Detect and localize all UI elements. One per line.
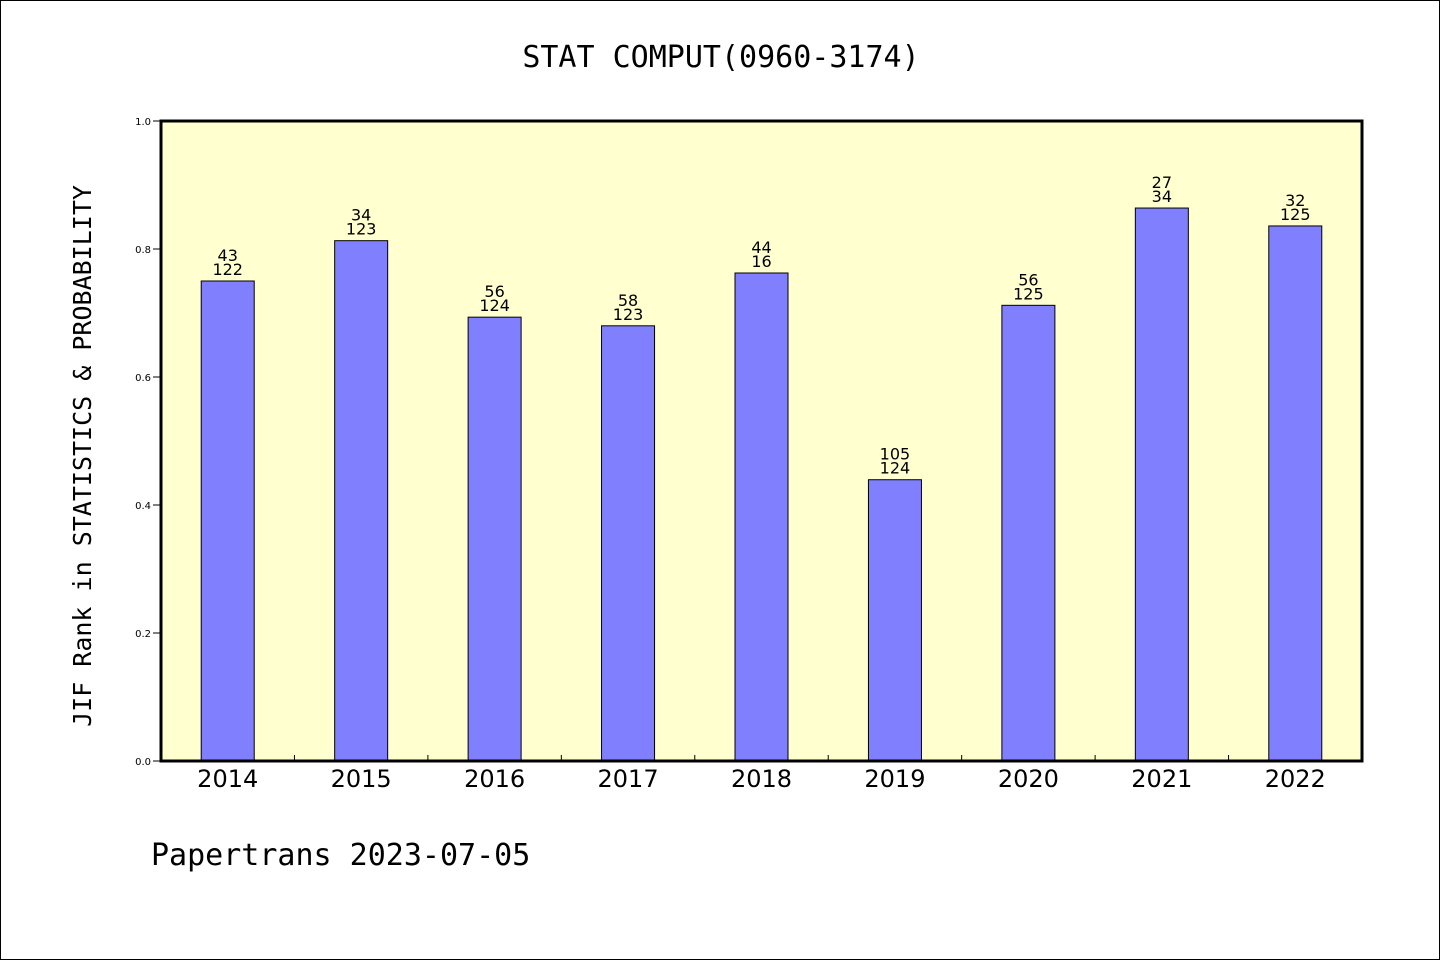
bar-rank-label: 56 (1018, 270, 1038, 289)
x-axis: 2014 2015 2016 2017 2018 2019 2020 2021 2022 (197, 755, 1326, 793)
x-tick-label: 2019 (864, 765, 925, 793)
bar-total-label: 122 (212, 260, 243, 279)
y-tick-label: 0.8 (135, 245, 151, 256)
bar-rank-label: 44 (751, 238, 771, 257)
bar-2019 (867, 479, 922, 762)
y-tick-label: 0.0 (135, 757, 151, 768)
bar-rank-label: 32 (1285, 191, 1305, 210)
bar-rank-label: 27 (1152, 173, 1172, 192)
bar-rank-label: 34 (351, 206, 371, 225)
y-tick-label: 0.2 (135, 629, 151, 640)
bar-2016 (467, 316, 522, 762)
bar-total-label: 125 (1280, 205, 1311, 224)
x-tick-label: 2015 (331, 765, 392, 793)
bar-rank-label: 56 (484, 282, 504, 301)
bar-total-label: 124 (880, 459, 911, 478)
x-tick-label: 2018 (731, 765, 792, 793)
bar-2020 (1001, 304, 1056, 762)
chart-title: STAT COMPUT(0960-3174) (522, 40, 919, 75)
bar-rank-label: 43 (218, 246, 238, 265)
bar-total-label: 124 (479, 296, 510, 315)
bar-total-label: 16 (751, 252, 771, 271)
footer-text: Papertrans 2023-07-05 (151, 838, 530, 873)
x-tick-label: 2016 (464, 765, 525, 793)
x-tick-label: 2021 (1131, 765, 1192, 793)
x-tick-label: 2022 (1265, 765, 1326, 793)
y-tick-label: 1.0 (135, 117, 151, 128)
bar-2017 (601, 325, 656, 762)
bar-2021 (1134, 207, 1189, 762)
bar-total-label: 34 (1152, 187, 1172, 206)
bar-2022 (1268, 225, 1323, 762)
plot-border (159, 119, 1364, 763)
bar-2015 (334, 240, 389, 762)
x-tick-label: 2020 (998, 765, 1059, 793)
bar-total-label: 123 (346, 220, 377, 239)
bar-total-label: 125 (1013, 284, 1044, 303)
bar-rank-label: 105 (880, 445, 911, 464)
y-tick-label: 0.6 (135, 373, 151, 384)
y-axis-label: JIF Rank in STATISTICS & PROBABILITY (68, 185, 97, 727)
y-axis: 0.0 0.2 0.4 0.6 0.8 1.0 (135, 117, 161, 768)
bar-total-label: 123 (613, 305, 644, 324)
x-tick-label: 2014 (197, 765, 258, 793)
y-tick-label: 0.4 (135, 501, 151, 512)
bar-rank-label: 58 (618, 291, 638, 310)
bar-2014 (200, 280, 255, 762)
bar-2018 (734, 272, 789, 762)
x-tick-label: 2017 (598, 765, 659, 793)
